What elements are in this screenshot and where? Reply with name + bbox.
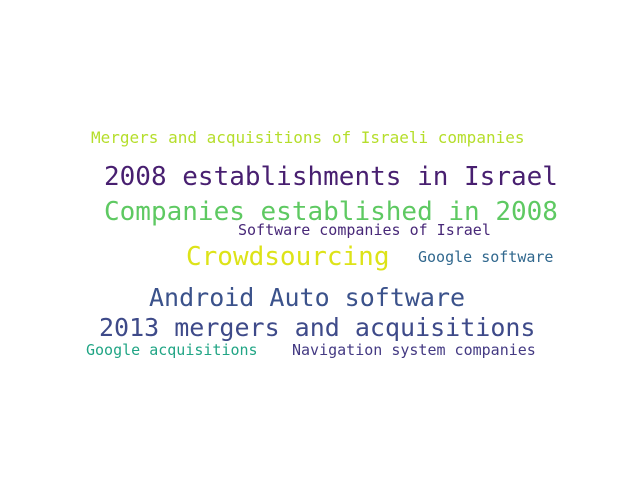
cloud-word: Android Auto software	[149, 283, 466, 312]
cloud-word: Mergers and acquisitions of Israeli comp…	[91, 128, 525, 147]
cloud-word: Software companies of Israel	[238, 221, 491, 239]
cloud-word: Companies established in 2008	[104, 197, 558, 227]
cloud-word: Google software	[418, 248, 554, 266]
cloud-word: 2013 mergers and acquisitions	[99, 313, 536, 342]
cloud-word: 2008 establishments in Israel	[104, 162, 558, 192]
cloud-word: Google acquisitions	[86, 341, 258, 359]
cloud-word: Navigation system companies	[292, 341, 536, 359]
cloud-word: Crowdsourcing	[186, 242, 390, 272]
